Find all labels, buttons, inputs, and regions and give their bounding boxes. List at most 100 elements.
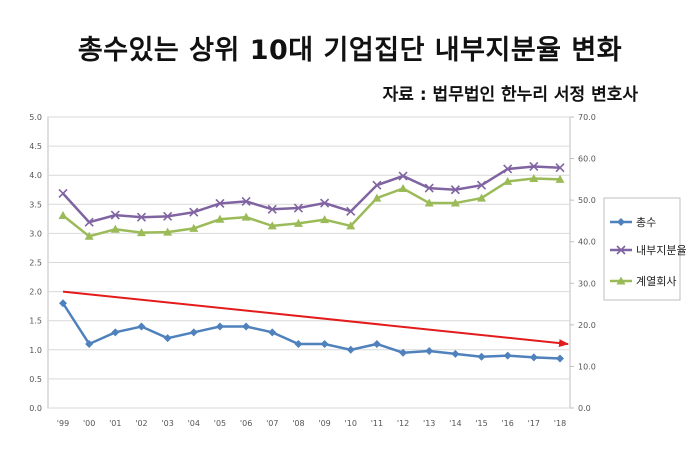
legend-label: 총수 bbox=[636, 216, 656, 229]
data-point bbox=[617, 218, 625, 226]
right-axis: 0.0 10.0 20.0 30.0 40.0 50.0 60.0 70.0 bbox=[570, 113, 596, 413]
trend-arrow bbox=[62, 290, 569, 348]
x-axis: '99 '00 '01 '02 '03 '04 '05 '06 '07 '08 '09 '10 '11 '… bbox=[57, 419, 566, 428]
data-point bbox=[320, 339, 329, 348]
data-point bbox=[555, 174, 565, 183]
data-point bbox=[110, 224, 120, 233]
data-point bbox=[215, 322, 224, 331]
x-tick-label: '07 bbox=[266, 419, 278, 428]
right-tick-label: 60.0 bbox=[578, 155, 596, 164]
x-tick-label: '17 bbox=[528, 419, 540, 428]
data-point bbox=[424, 183, 434, 193]
series-line bbox=[62, 177, 561, 238]
left-axis: 0.0 0.5 1.0 1.5 2.0 2.5 3.0 3.5 4.0 4.5 5.0 bbox=[29, 113, 42, 413]
left-tick-label: 0.5 bbox=[29, 375, 42, 384]
x-tick-label: '08 bbox=[292, 419, 304, 428]
x-tick-label: '10 bbox=[345, 419, 357, 428]
left-tick-label: 2.5 bbox=[29, 259, 42, 268]
right-tick-label: 30.0 bbox=[578, 279, 596, 288]
data-point bbox=[399, 348, 408, 357]
series-line bbox=[62, 165, 561, 224]
data-point bbox=[163, 227, 173, 236]
data-point bbox=[58, 211, 68, 220]
data-point bbox=[372, 339, 381, 348]
data-point bbox=[320, 198, 330, 208]
data-point bbox=[425, 346, 434, 355]
data-point bbox=[293, 218, 303, 227]
left-tick-label: 1.5 bbox=[29, 317, 42, 326]
data-point bbox=[503, 164, 513, 174]
left-tick-label: 1.0 bbox=[29, 346, 42, 355]
data-point bbox=[267, 204, 277, 214]
right-tick-label: 10.0 bbox=[578, 362, 596, 371]
series-1 bbox=[59, 299, 564, 363]
x-tick-label: '15 bbox=[475, 419, 487, 428]
left-tick-label: 3.5 bbox=[29, 200, 42, 209]
x-tick-label: '14 bbox=[449, 419, 461, 428]
data-point bbox=[268, 328, 277, 337]
trend-layer bbox=[62, 290, 569, 348]
data-point bbox=[529, 174, 539, 183]
data-point bbox=[241, 212, 251, 221]
data-point bbox=[372, 193, 382, 202]
data-point bbox=[136, 212, 147, 222]
data-point bbox=[398, 184, 408, 193]
data-point bbox=[293, 203, 303, 213]
data-point bbox=[616, 245, 626, 255]
x-tick-label: '11 bbox=[371, 419, 383, 428]
data-point bbox=[503, 351, 512, 360]
x-tick-label: '00 bbox=[83, 419, 95, 428]
left-tick-label: 5.0 bbox=[29, 113, 42, 122]
data-point bbox=[616, 276, 626, 285]
data-point bbox=[424, 198, 434, 207]
data-point bbox=[294, 339, 303, 348]
data-point bbox=[59, 299, 67, 308]
right-tick-label: 70.0 bbox=[578, 113, 596, 122]
data-point bbox=[555, 163, 565, 173]
data-point bbox=[163, 334, 172, 343]
data-point bbox=[503, 176, 513, 185]
data-point bbox=[189, 207, 199, 217]
data-point bbox=[215, 198, 225, 209]
x-tick-label: '03 bbox=[161, 419, 173, 428]
legend-label: 내부지분율 bbox=[636, 244, 687, 257]
data-point bbox=[451, 349, 460, 358]
data-point bbox=[241, 196, 251, 206]
right-tick-label: 50.0 bbox=[578, 196, 596, 205]
left-tick-label: 2.0 bbox=[29, 288, 42, 297]
series-2 bbox=[58, 161, 565, 227]
left-tick-label: 0.0 bbox=[29, 404, 42, 413]
data-point bbox=[163, 211, 173, 221]
x-tick-label: '99 bbox=[57, 419, 69, 428]
data-point bbox=[450, 198, 460, 207]
data-point bbox=[450, 185, 460, 195]
right-tick-label: 40.0 bbox=[578, 238, 596, 247]
data-point bbox=[242, 322, 251, 331]
data-point bbox=[477, 352, 486, 361]
data-point bbox=[189, 223, 199, 232]
page-title: 총수있는 상위 10대 기업집단 내부지분율 변화 bbox=[77, 35, 623, 66]
data-point bbox=[346, 206, 356, 216]
x-tick-label: '12 bbox=[397, 419, 409, 428]
data-point bbox=[85, 339, 94, 348]
data-point bbox=[529, 161, 539, 172]
series-line bbox=[61, 302, 561, 360]
data-point bbox=[477, 193, 487, 202]
data-point bbox=[58, 188, 68, 199]
data-point bbox=[320, 215, 330, 224]
series-layer bbox=[58, 161, 565, 363]
x-tick-label: '13 bbox=[423, 419, 435, 428]
data-point bbox=[476, 180, 487, 190]
data-point bbox=[111, 328, 120, 337]
data-point bbox=[84, 217, 94, 227]
left-tick-label: 4.5 bbox=[29, 142, 42, 151]
data-point bbox=[346, 221, 356, 230]
data-point bbox=[137, 322, 146, 331]
x-tick-label: '06 bbox=[240, 419, 252, 428]
data-point bbox=[529, 353, 538, 362]
gridlines bbox=[48, 116, 570, 409]
data-point bbox=[398, 171, 408, 181]
series-3 bbox=[58, 174, 565, 240]
